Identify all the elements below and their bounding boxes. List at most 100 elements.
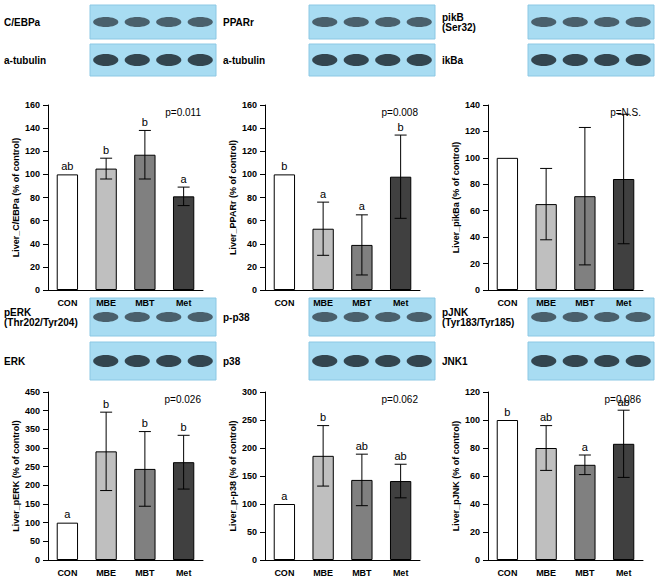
svg-text:p=0.062: p=0.062 bbox=[382, 394, 419, 405]
svg-text:Met: Met bbox=[616, 568, 632, 578]
svg-text:100: 100 bbox=[465, 153, 480, 163]
svg-text:b: b bbox=[181, 421, 187, 433]
svg-text:20: 20 bbox=[470, 259, 480, 269]
svg-text:0: 0 bbox=[35, 555, 40, 565]
svg-text:ab: ab bbox=[618, 396, 630, 408]
svg-text:120: 120 bbox=[465, 387, 480, 397]
svg-text:Liver_PPARr (% of control): Liver_PPARr (% of control) bbox=[228, 140, 238, 255]
svg-text:Liver_pikBa (% of control): Liver_pikBa (% of control) bbox=[451, 142, 461, 254]
svg-text:CON: CON bbox=[57, 568, 77, 578]
svg-text:JNK1: JNK1 bbox=[442, 356, 468, 367]
svg-text:CON: CON bbox=[274, 568, 294, 578]
svg-text:ab: ab bbox=[61, 160, 73, 172]
svg-text:C/EBPa: C/EBPa bbox=[4, 17, 41, 28]
svg-text:ab: ab bbox=[540, 411, 552, 423]
svg-text:80: 80 bbox=[470, 443, 480, 453]
svg-text:CON: CON bbox=[57, 298, 77, 308]
svg-text:40: 40 bbox=[247, 239, 257, 249]
svg-text:b: b bbox=[142, 116, 148, 128]
svg-text:50: 50 bbox=[247, 527, 257, 537]
svg-text:p-p38: p-p38 bbox=[223, 312, 250, 323]
svg-text:300: 300 bbox=[25, 443, 40, 453]
svg-text:20: 20 bbox=[30, 262, 40, 272]
svg-text:100: 100 bbox=[242, 499, 257, 509]
svg-text:(Tyr183/Tyr185): (Tyr183/Tyr185) bbox=[442, 317, 514, 328]
svg-text:20: 20 bbox=[247, 262, 257, 272]
svg-text:200: 200 bbox=[25, 480, 40, 490]
svg-text:MBE: MBE bbox=[96, 568, 116, 578]
svg-text:Met: Met bbox=[616, 298, 632, 308]
svg-text:ikBa: ikBa bbox=[442, 55, 464, 66]
svg-text:a: a bbox=[320, 188, 327, 200]
svg-text:100: 100 bbox=[25, 518, 40, 528]
svg-text:b: b bbox=[103, 144, 109, 156]
svg-text:PPARr: PPARr bbox=[223, 17, 254, 28]
svg-text:0: 0 bbox=[252, 555, 257, 565]
svg-text:100: 100 bbox=[25, 169, 40, 179]
svg-text:120: 120 bbox=[242, 146, 257, 156]
svg-text:MBT: MBT bbox=[352, 298, 372, 308]
svg-text:450: 450 bbox=[25, 387, 40, 397]
svg-text:b: b bbox=[320, 411, 326, 423]
svg-text:MBE: MBE bbox=[313, 568, 333, 578]
svg-text:MBE: MBE bbox=[313, 298, 333, 308]
svg-text:160: 160 bbox=[25, 100, 40, 110]
svg-text:b: b bbox=[103, 398, 109, 410]
svg-text:MBE: MBE bbox=[96, 298, 116, 308]
svg-text:Liver_p-p38 (% of control): Liver_p-p38 (% of control) bbox=[228, 420, 238, 531]
svg-text:a: a bbox=[281, 490, 288, 502]
svg-text:MBT: MBT bbox=[575, 568, 595, 578]
svg-text:Liver_C/EBPa (% of control): Liver_C/EBPa (% of control) bbox=[11, 138, 21, 258]
svg-text:120: 120 bbox=[25, 146, 40, 156]
svg-text:MBT: MBT bbox=[135, 298, 155, 308]
svg-text:b: b bbox=[142, 417, 148, 429]
svg-text:40: 40 bbox=[470, 499, 480, 509]
svg-text:140: 140 bbox=[465, 100, 480, 110]
svg-text:40: 40 bbox=[30, 239, 40, 249]
svg-text:p=0.008: p=0.008 bbox=[382, 107, 419, 118]
svg-text:a: a bbox=[359, 200, 366, 212]
svg-text:b: b bbox=[504, 406, 510, 418]
svg-text:250: 250 bbox=[242, 415, 257, 425]
svg-text:0: 0 bbox=[35, 285, 40, 295]
svg-text:MBE: MBE bbox=[536, 298, 556, 308]
svg-text:CON: CON bbox=[497, 568, 517, 578]
svg-text:Met: Met bbox=[393, 568, 409, 578]
svg-text:ab: ab bbox=[395, 450, 407, 462]
svg-text:100: 100 bbox=[242, 169, 257, 179]
svg-text:p=N.S.: p=N.S. bbox=[610, 107, 641, 118]
svg-text:120: 120 bbox=[465, 126, 480, 136]
svg-text:Met: Met bbox=[176, 298, 192, 308]
svg-text:60: 60 bbox=[470, 471, 480, 481]
svg-text:60: 60 bbox=[30, 216, 40, 226]
svg-text:a-tubulin: a-tubulin bbox=[223, 55, 265, 66]
svg-text:250: 250 bbox=[25, 462, 40, 472]
svg-text:a: a bbox=[582, 441, 589, 453]
svg-text:Liver_pJNK (% of control): Liver_pJNK (% of control) bbox=[451, 421, 461, 532]
svg-text:60: 60 bbox=[247, 216, 257, 226]
svg-text:b: b bbox=[281, 160, 287, 172]
svg-text:MBT: MBT bbox=[575, 298, 595, 308]
svg-text:0: 0 bbox=[475, 555, 480, 565]
svg-text:0: 0 bbox=[252, 285, 257, 295]
svg-text:140: 140 bbox=[242, 123, 257, 133]
svg-text:140: 140 bbox=[25, 123, 40, 133]
svg-text:a-tubulin: a-tubulin bbox=[4, 55, 46, 66]
svg-text:(Thr202/Tyr204): (Thr202/Tyr204) bbox=[4, 317, 78, 328]
svg-text:150: 150 bbox=[242, 471, 257, 481]
svg-text:80: 80 bbox=[247, 193, 257, 203]
svg-text:(Ser32): (Ser32) bbox=[442, 22, 476, 33]
svg-text:Met: Met bbox=[393, 298, 409, 308]
svg-text:ab: ab bbox=[356, 440, 368, 452]
svg-text:300: 300 bbox=[242, 387, 257, 397]
svg-text:100: 100 bbox=[465, 415, 480, 425]
svg-text:p=0.026: p=0.026 bbox=[165, 394, 202, 405]
svg-text:a: a bbox=[64, 508, 71, 520]
svg-text:400: 400 bbox=[25, 406, 40, 416]
svg-text:ERK: ERK bbox=[4, 356, 26, 367]
svg-text:CON: CON bbox=[274, 298, 294, 308]
svg-text:20: 20 bbox=[470, 527, 480, 537]
svg-text:MBE: MBE bbox=[536, 568, 556, 578]
svg-text:b: b bbox=[398, 121, 404, 133]
svg-text:MBT: MBT bbox=[352, 568, 372, 578]
